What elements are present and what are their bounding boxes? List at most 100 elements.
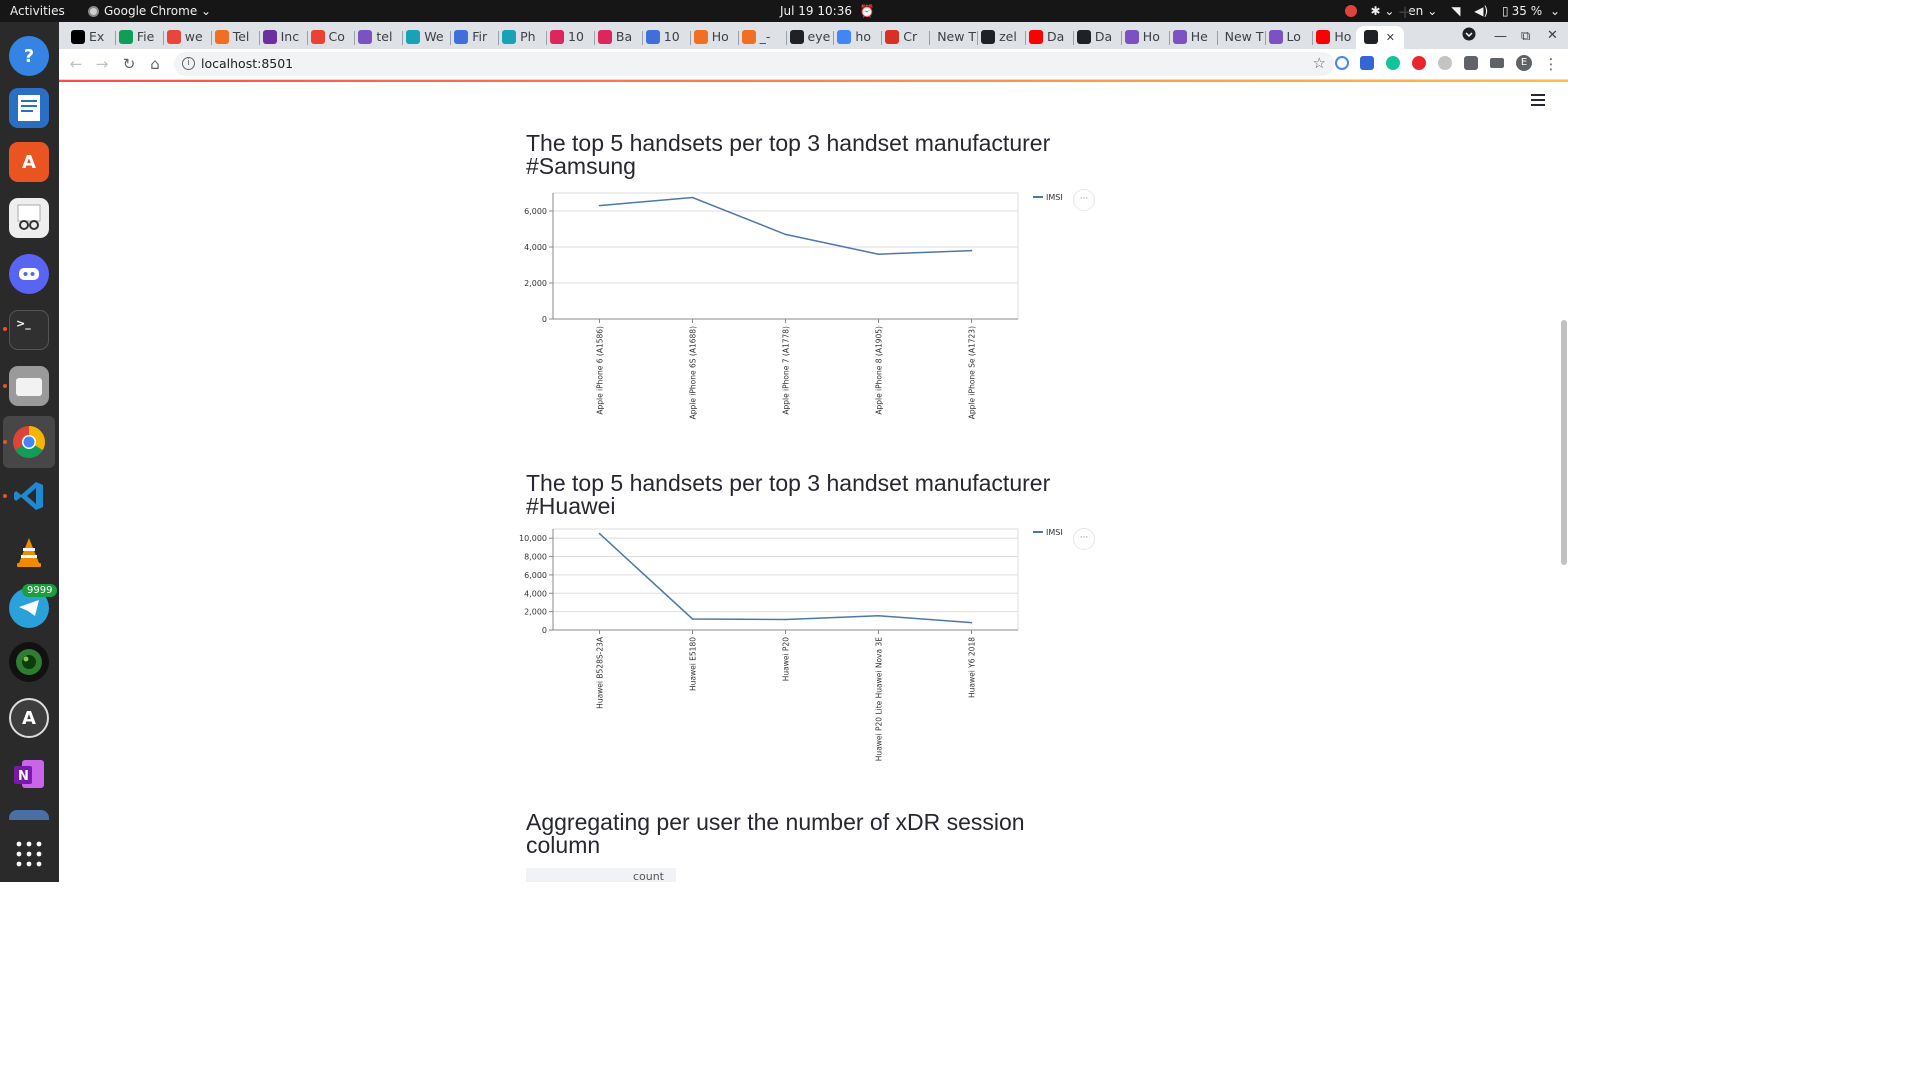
browser-tab[interactable]: 10 [645,26,690,49]
kebab-menu-icon[interactable]: ⋮ [1543,55,1559,73]
chart-legend: IMSI [1033,193,1063,202]
browser-tab[interactable]: Inc [262,26,307,49]
notification-badge: 9999 [22,584,58,597]
browser-tab[interactable]: Da [1076,26,1121,49]
vlc-icon[interactable] [9,532,49,572]
browser-tab[interactable]: Ho [693,26,738,49]
system-tray[interactable]: ✱ ⌄ en ⌄ ◥ ◀) ▯ 35 % ⌄ [1335,0,1560,22]
browser-tab[interactable]: New T [933,26,977,49]
profile-avatar[interactable]: E [1516,55,1532,71]
browser-tab[interactable]: tel [358,26,402,49]
tab-favicon-icon [981,30,996,44]
partially-hidden-app-icon[interactable] [9,810,49,820]
puzzle-extensions-icon[interactable] [1464,56,1478,70]
browser-tab[interactable]: Lo [1268,26,1313,49]
grid-dots-icon [16,841,42,867]
section-title-line1: The top 5 handsets per top 3 handset man… [526,130,1051,156]
browser-tab[interactable]: Cr [885,26,929,49]
browser-tab[interactable]: 10 [550,26,594,49]
app-center-icon[interactable]: A [9,142,49,182]
discord-icon[interactable] [9,254,49,294]
tab-title: we [184,29,203,44]
browser-tab[interactable]: Ex [71,26,115,49]
info-icon[interactable]: i [182,57,195,70]
browser-tab[interactable]: Ho [1316,26,1360,49]
browser-tab[interactable]: We [406,26,450,49]
browser-tab[interactable]: zel [981,26,1025,49]
app-menu[interactable]: Google Chrome ⌄ [88,0,211,22]
browser-tab[interactable]: Fie [118,26,163,49]
tab-active[interactable]: ✕ [1356,26,1405,49]
close-tab-icon[interactable]: ✕ [1382,31,1396,44]
activities-button[interactable]: Activities [10,4,65,18]
browser-tab[interactable]: ho [837,26,881,49]
tab-title: tel [376,29,393,44]
browser-tab[interactable]: _- [741,26,786,49]
extension-icon-1[interactable] [1335,56,1349,70]
browser-tab[interactable]: Tel [214,26,259,49]
grammarly-extension-icon[interactable] [1386,56,1400,70]
y-tick-label: 6,000 [524,207,547,216]
reload-icon[interactable]: ↻ [122,55,136,73]
opera-extension-icon[interactable] [1412,56,1426,70]
browser-tab[interactable]: He [1172,26,1217,49]
tab-favicon-icon [837,30,852,44]
browser-tab[interactable]: eye [789,26,834,49]
files-icon[interactable] [9,366,49,406]
chevron-down-icon: ⌄ [1427,4,1438,18]
onenote-icon[interactable]: N [9,754,49,794]
writer-icon[interactable] [9,88,49,128]
browser-tab[interactable]: Da [1029,26,1073,49]
home-icon[interactable]: ⌂ [150,55,160,73]
reading-list-icon[interactable] [1490,58,1504,68]
software-updater-icon[interactable]: A [9,698,49,738]
tab-title: Co [328,29,345,44]
section-title-line2: #Huawei [526,493,616,519]
app-grid-icon[interactable] [9,834,49,874]
cloud-extension-icon[interactable] [1438,56,1452,70]
document-viewer-icon[interactable] [9,198,49,238]
chart-svg: 0 2,000 4,000 6,000 8,000 10,000 Huawei B528S-… [519,528,1019,761]
browser-tab[interactable]: Ba [597,26,642,49]
discord-logo-icon [19,268,39,280]
browser-tab[interactable]: Ph [502,26,546,49]
y-tick-label: 0 [542,315,547,324]
tab-separator [1216,31,1218,45]
help-icon[interactable]: ? [9,36,49,76]
maximize-button[interactable]: ⧉ [1521,29,1531,44]
browser-tab[interactable]: we [166,26,211,49]
paper-plane-icon [19,600,39,616]
page-scrollbar[interactable] [1561,320,1567,565]
forward-arrow-icon[interactable]: → [95,55,109,73]
tab-search-icon[interactable] [1462,27,1476,45]
chart-actions-button[interactable]: ··· [1073,528,1095,550]
chart-actions-button[interactable]: ··· [1073,189,1095,211]
minimize-button[interactable]: — [1494,29,1507,44]
browser-tab[interactable]: Fir [454,26,498,49]
terminal-icon[interactable]: >_ [9,310,49,350]
hamburger-menu-icon[interactable] [1531,94,1545,106]
address-bar[interactable]: i localhost:8501 ☆ [174,52,1334,76]
chevron-down-icon: ⌄ [1549,4,1560,18]
chrome-icon[interactable] [9,422,49,462]
browser-tab[interactable]: New T [1221,26,1265,49]
volume-icon: ◀) [1474,4,1489,18]
y-tick-label: 6,000 [524,571,547,580]
x-tick-label: Apple iPhone 7 (A1778) [782,326,791,415]
battery-percent: 35 % [1511,4,1543,18]
camera-icon[interactable] [9,642,49,682]
tab-title: He [1190,29,1208,44]
browser-tab[interactable]: Ho [1124,26,1169,49]
translate-extension-icon[interactable] [1360,56,1374,70]
dataframe-column-header[interactable]: count [526,868,676,882]
bookmark-star-icon[interactable]: ☆ [1312,54,1326,72]
back-arrow-icon[interactable]: ← [69,55,83,73]
lens-icon [16,649,42,675]
new-tab-button[interactable]: + [1397,2,1413,23]
running-indicator [3,327,7,331]
close-window-button[interactable]: ✕ [1547,28,1558,43]
clock[interactable]: Jul 19 10:36 ⏰ [780,0,875,22]
browser-tab[interactable]: Co [310,26,355,49]
vscode-icon[interactable] [9,476,49,516]
vscode-logo-icon [14,482,43,510]
